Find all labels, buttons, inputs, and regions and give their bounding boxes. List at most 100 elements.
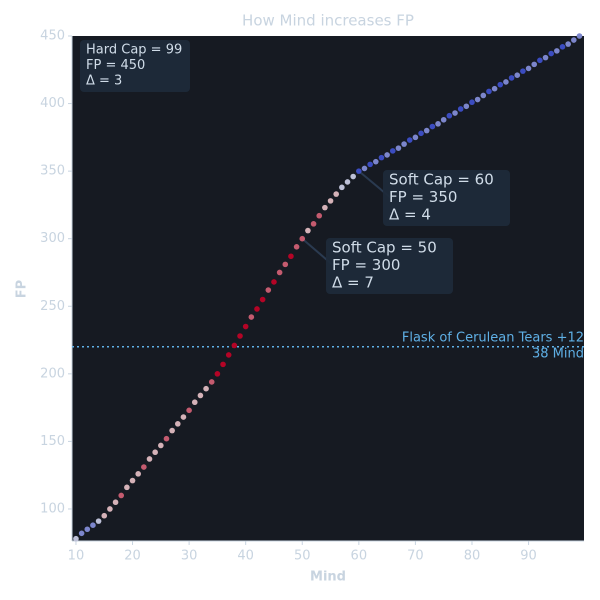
data-point [208, 379, 215, 385]
data-point [508, 75, 515, 81]
data-point [531, 61, 538, 68]
data-point [463, 103, 470, 110]
data-point [525, 65, 532, 72]
annotation-box [80, 40, 190, 92]
data-point [514, 72, 521, 78]
data-point [191, 399, 198, 406]
x-tick-label: 40 [237, 549, 254, 564]
data-point [548, 50, 554, 57]
data-point [344, 179, 351, 185]
annotation-text: Hard Cap = 99 [86, 43, 182, 58]
data-point [401, 141, 407, 147]
x-tick-label: 90 [520, 549, 537, 564]
data-point [571, 37, 577, 43]
data-point [271, 279, 277, 285]
data-point [520, 68, 526, 74]
data-point [339, 184, 345, 191]
annotation-text: FP = 450 [86, 58, 145, 73]
data-point [152, 449, 158, 456]
data-point [418, 130, 424, 137]
data-point [452, 110, 458, 116]
annotation-text: Soft Cap = 60 [389, 171, 494, 189]
data-point [457, 106, 464, 112]
annotation-text: FP = 300 [332, 256, 400, 274]
data-point [333, 191, 340, 197]
y-axis-label: FP [15, 280, 30, 298]
data-point [242, 323, 249, 330]
data-point [231, 342, 238, 349]
data-point [435, 121, 441, 127]
annotation-text: Δ = 4 [389, 206, 431, 224]
annotation-box [383, 170, 510, 226]
data-point [542, 54, 549, 61]
reference-label: Flask of Cerulean Tears +12 [402, 330, 584, 345]
data-point [158, 442, 164, 449]
data-point [322, 204, 328, 211]
x-tick-label: 70 [407, 549, 424, 564]
data-point [141, 464, 147, 470]
y-tick-label: 250 [40, 299, 65, 314]
x-tick-label: 30 [181, 549, 198, 564]
data-point [248, 314, 255, 320]
data-point [559, 44, 566, 50]
data-point [84, 526, 91, 533]
data-point [429, 123, 436, 130]
y-tick-label: 350 [40, 164, 65, 179]
data-point [440, 116, 447, 123]
annotation-text: Soft Cap = 50 [332, 239, 437, 257]
data-point [537, 57, 543, 64]
data-point [163, 435, 170, 442]
data-point [361, 165, 368, 172]
y-tick-label: 150 [40, 434, 65, 449]
data-point [186, 407, 192, 414]
data-point [254, 306, 260, 312]
data-point [220, 361, 226, 368]
annotation-text: FP = 350 [389, 188, 457, 206]
data-point [203, 385, 209, 392]
data-point [310, 221, 317, 227]
data-point [469, 99, 475, 106]
data-point [214, 371, 221, 377]
x-axis-label: Mind [310, 570, 346, 585]
data-point [474, 96, 481, 103]
data-point [384, 152, 390, 158]
data-point [237, 333, 243, 339]
chart-title: How Mind increases FP [242, 12, 414, 30]
data-point [503, 79, 509, 85]
y-tick-label: 450 [40, 29, 65, 44]
x-tick-label: 80 [464, 549, 481, 564]
data-point [124, 484, 130, 491]
data-point [486, 88, 492, 95]
data-point [395, 145, 402, 151]
data-point [378, 154, 385, 161]
x-tick-label: 10 [68, 549, 85, 564]
data-point [293, 244, 300, 250]
data-point [276, 269, 283, 276]
data-point [107, 506, 113, 512]
x-tick-label: 60 [351, 549, 368, 564]
data-point [265, 287, 272, 293]
annotation-text: Δ = 7 [332, 274, 374, 292]
data-point [90, 522, 96, 528]
data-point [180, 414, 187, 420]
y-tick-label: 400 [40, 96, 65, 111]
annotation-text: Δ = 3 [86, 74, 122, 89]
data-point [327, 198, 334, 204]
data-point [225, 352, 232, 358]
reference-label: 38 Mind [532, 346, 584, 361]
data-point [174, 421, 181, 427]
data-point [282, 261, 289, 268]
data-point [112, 499, 119, 506]
data-point [259, 296, 266, 303]
data-point [288, 253, 294, 260]
data-point [135, 471, 141, 477]
data-point [73, 535, 79, 542]
data-point [367, 161, 373, 168]
data-point [146, 456, 153, 462]
data-point [389, 148, 396, 154]
data-point [491, 85, 498, 92]
data-point [554, 48, 560, 54]
data-point [565, 41, 571, 47]
x-tick-label: 50 [294, 549, 311, 564]
